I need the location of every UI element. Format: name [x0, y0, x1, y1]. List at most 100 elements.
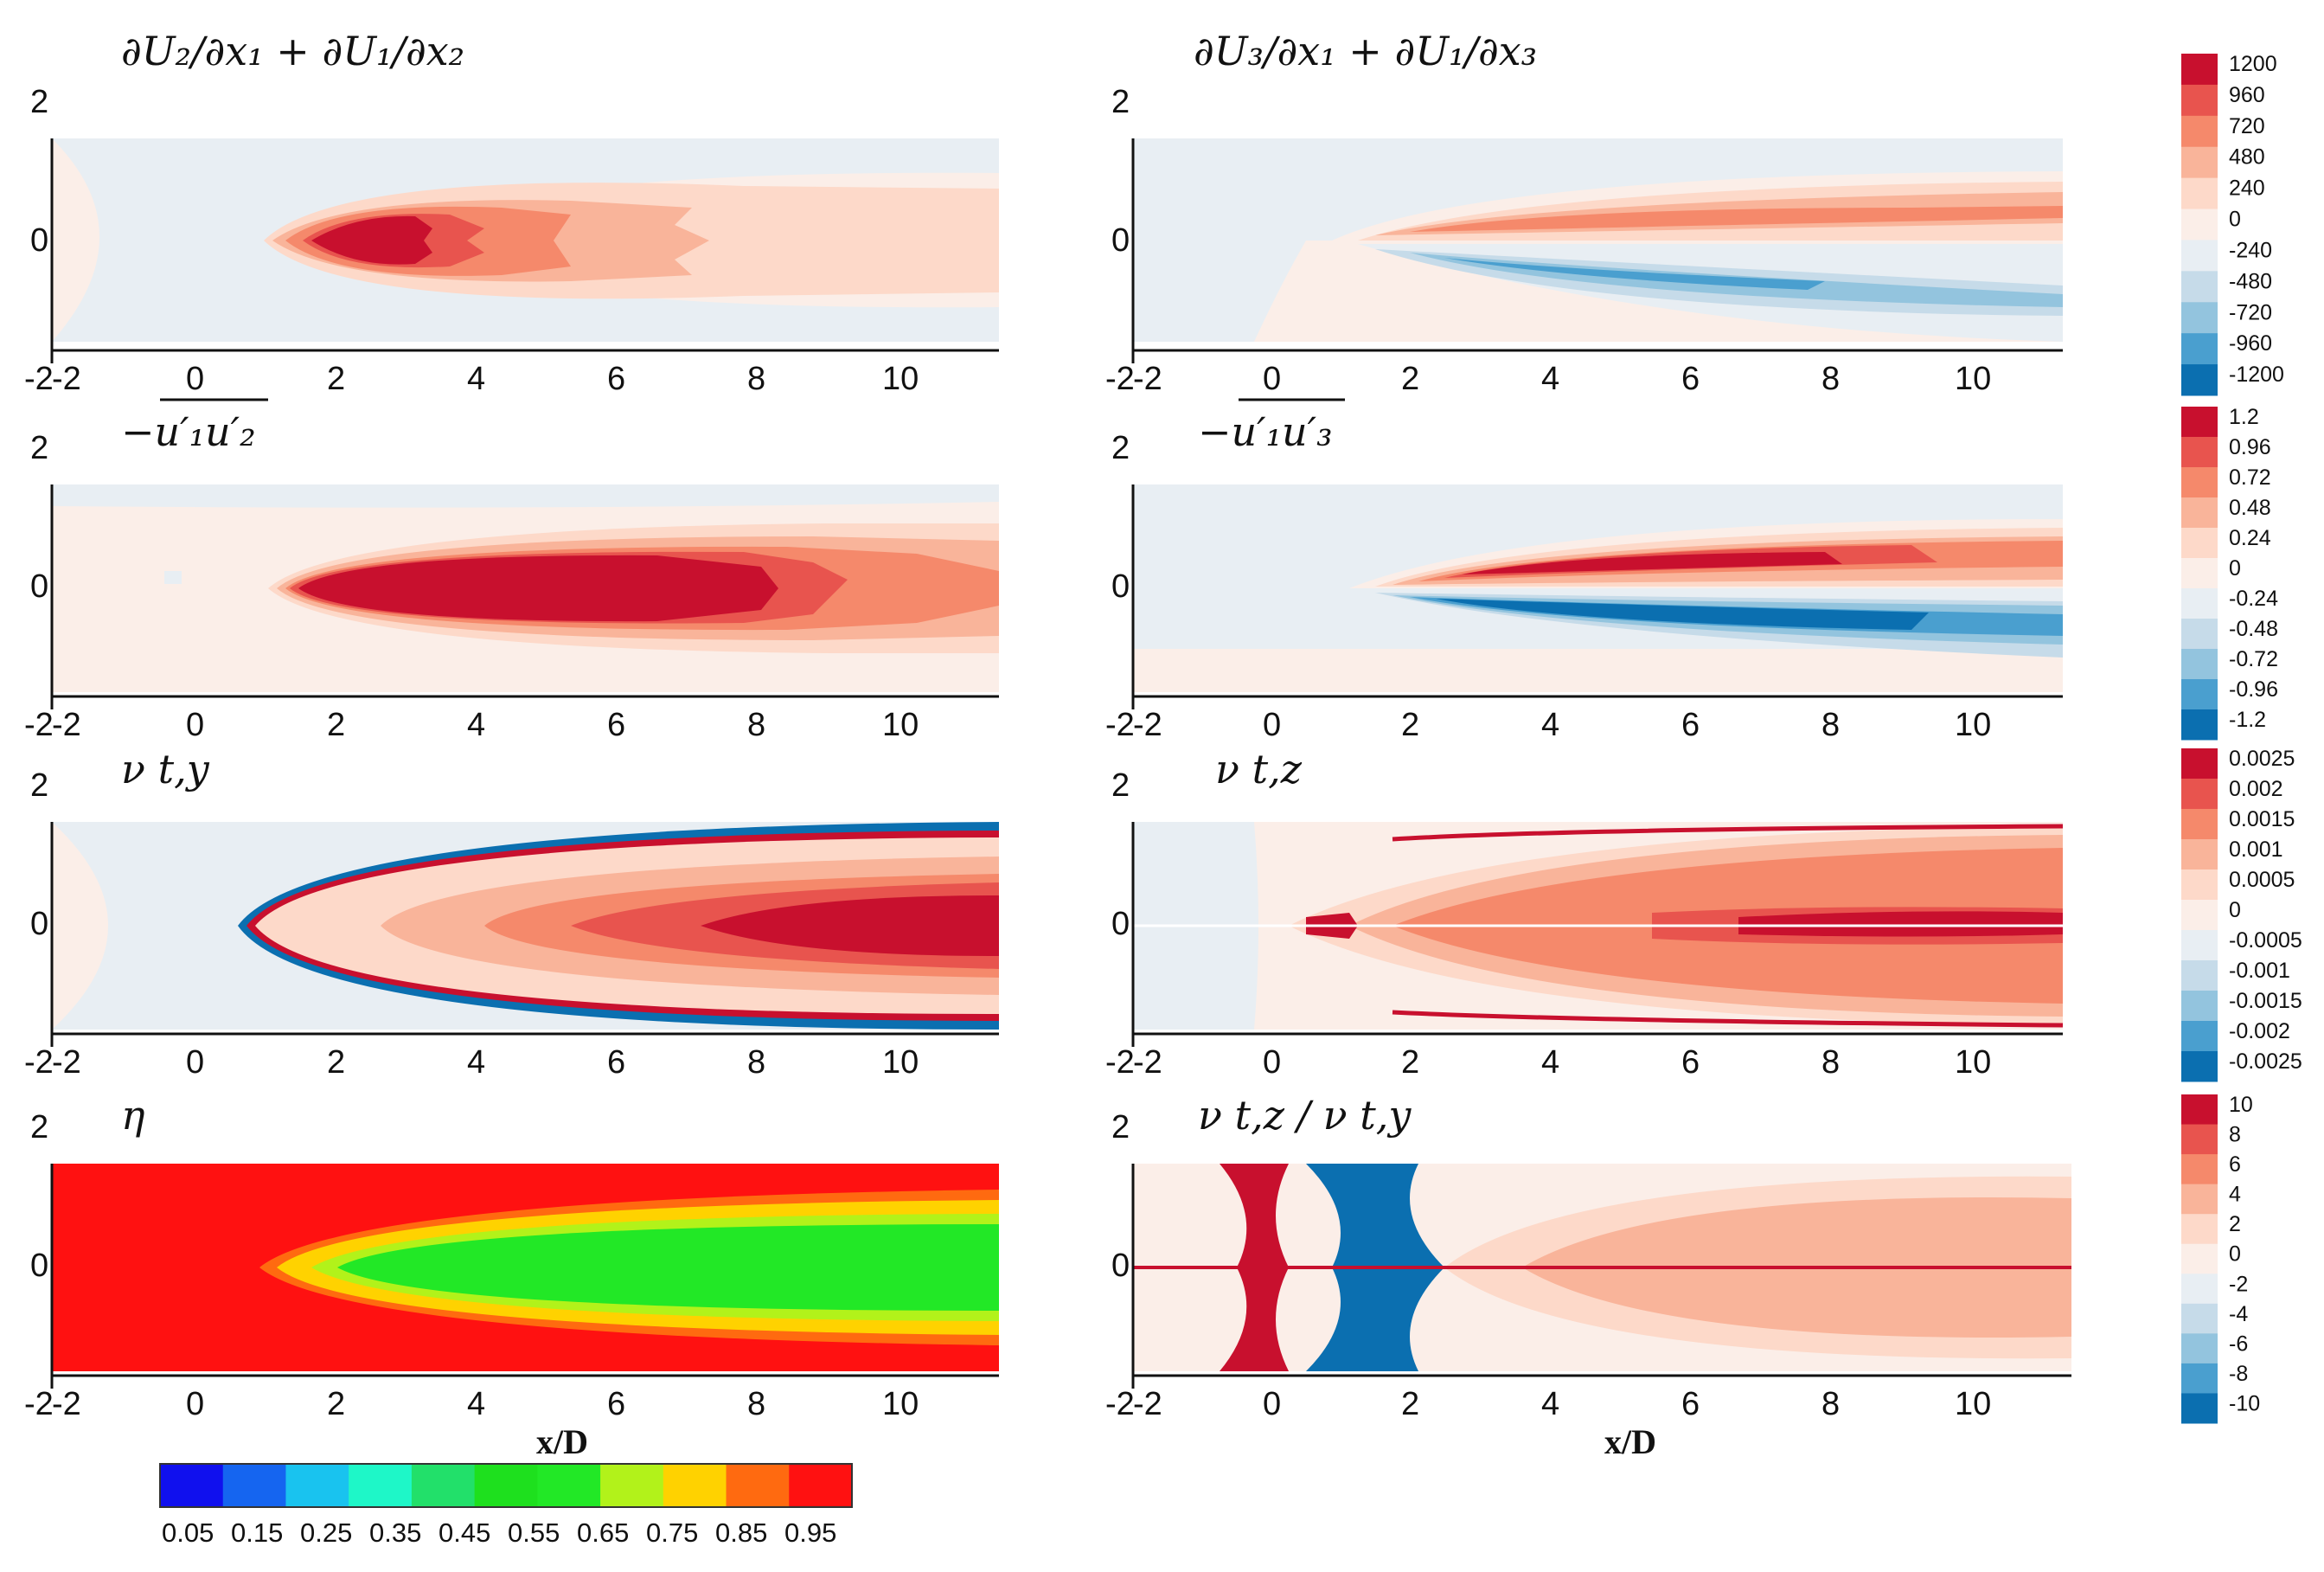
panel-3-field — [52, 484, 999, 692]
colorbar-swatch — [2181, 497, 2218, 529]
axes-panel-3: 2 0 -2 -2 0 2 4 6 8 10 — [24, 430, 999, 743]
colorbar-tick-label: 720 — [2229, 114, 2265, 138]
svg-text:0: 0 — [30, 1248, 48, 1284]
svg-text:6: 6 — [607, 707, 625, 743]
svg-text:2: 2 — [1401, 1044, 1419, 1081]
svg-text:6: 6 — [607, 361, 625, 397]
colorbar-tick-label: 0.75 — [646, 1517, 698, 1548]
colorbar-swatch — [285, 1464, 349, 1507]
colorbar-swatch — [2181, 437, 2218, 468]
panel-1-strain-u2u1: ∂U₂/∂x₁ + ∂U₁/∂x₂ — [52, 28, 999, 342]
svg-text:-2: -2 — [1133, 1386, 1162, 1422]
colorbar-swatch — [2181, 1094, 2218, 1126]
colorbar-swatch — [2181, 467, 2218, 498]
svg-text:2: 2 — [30, 84, 48, 120]
colorbar-tick-label: 2 — [2229, 1212, 2241, 1236]
colorbar-tick-label: 0.35 — [369, 1517, 421, 1548]
svg-text:10: 10 — [882, 707, 919, 743]
colorbar-tick-label: 0.0025 — [2229, 747, 2295, 771]
colorbar-cb3: 0.0025 0.002 0.0015 0.001 0.0005 0 -0.0005 -0.0… — [2181, 747, 2302, 1082]
colorbar-swatch — [2181, 619, 2218, 650]
axes-panel-1: 2 0 -2 -2 0 2 4 6 8 10 — [24, 84, 999, 397]
colorbar-tick-label: -0.24 — [2229, 587, 2278, 611]
colorbar-swatch — [2181, 709, 2218, 741]
colorbar-cb2: 1.2 0.96 0.72 0.48 0.24 0 -0.24 -0.48 -0.72 -0.96… — [2181, 405, 2278, 741]
colorbar-swatch — [600, 1464, 664, 1507]
colorbar-tick-label: 0.96 — [2229, 435, 2271, 459]
svg-text:6: 6 — [1681, 361, 1700, 397]
svg-text:0: 0 — [186, 707, 204, 743]
svg-text:0: 0 — [186, 1044, 204, 1081]
panel-7-eta: η — [52, 1092, 999, 1371]
colorbar-swatch — [2181, 1333, 2218, 1364]
panel-1-field — [52, 138, 999, 342]
panel-8-title: ν t,z / ν t,y — [1198, 1092, 1412, 1139]
colorbar-tick-label: 0.002 — [2229, 777, 2283, 801]
svg-text:0: 0 — [1111, 1248, 1130, 1284]
svg-text:4: 4 — [467, 361, 485, 397]
panel-4-title: −u′₁u′₃ — [1198, 408, 1333, 455]
colorbar-swatch — [2181, 333, 2218, 365]
colorbar-tick-label: -0.0005 — [2229, 928, 2302, 953]
colorbar-tick-label: 0.25 — [300, 1517, 352, 1548]
svg-text:-2: -2 — [1105, 1386, 1135, 1422]
svg-text:0: 0 — [186, 1386, 204, 1422]
colorbar-tick-label: 0.72 — [2229, 465, 2271, 490]
svg-text:-2: -2 — [1105, 707, 1135, 743]
axes-panel-5: 2 0 -2 -2 0 2 4 6 8 10 — [24, 767, 999, 1081]
colorbar-tick-label: 0.001 — [2229, 837, 2283, 862]
svg-text:2: 2 — [30, 1109, 48, 1145]
svg-text:10: 10 — [1955, 707, 1991, 743]
colorbar-swatch — [2181, 991, 2218, 1022]
colorbar-tick-label: 240 — [2229, 176, 2265, 201]
colorbar-swatch — [2181, 679, 2218, 710]
svg-text:-2: -2 — [1105, 1044, 1135, 1081]
colorbar-swatch — [2181, 528, 2218, 559]
colorbar-swatch — [2181, 900, 2218, 931]
colorbar-swatch — [2181, 240, 2218, 272]
panel-1-title: ∂U₂/∂x₁ + ∂U₁/∂x₂ — [121, 28, 464, 74]
colorbar-tick-label: 0.0005 — [2229, 868, 2295, 892]
colorbar-tick-label: 4 — [2229, 1183, 2241, 1207]
colorbar-tick-label: 0 — [2229, 1242, 2241, 1267]
colorbar-swatch — [2181, 1303, 2218, 1334]
colorbar-tick-label: -2 — [2229, 1272, 2248, 1296]
colorbar-swatch — [2181, 364, 2218, 396]
svg-text:0: 0 — [1263, 1044, 1281, 1081]
colorbar-swatch — [411, 1464, 476, 1507]
colorbars: 12009607204802400-240-480-720-960-12001.… — [159, 52, 2302, 1548]
panel-2-strain-u3u1: ∂U₃/∂x₁ + ∂U₁/∂x₃ — [1133, 28, 2063, 342]
panel-7-title: η — [121, 1092, 145, 1139]
svg-text:6: 6 — [1681, 1044, 1700, 1081]
colorbar-tick-label: 0.24 — [2229, 526, 2271, 550]
panel-2-field — [1133, 138, 2063, 342]
colorbar-swatch — [2181, 177, 2218, 210]
colorbar-swatch — [663, 1464, 727, 1507]
colorbar-tick-label: 6 — [2229, 1152, 2241, 1177]
panel-8-field — [1133, 1164, 2071, 1371]
svg-text:4: 4 — [467, 707, 485, 743]
axes-panel-7: 2 0 -2 -2 0 2 4 6 8 10 x/D — [24, 1109, 999, 1461]
svg-text:-2: -2 — [52, 1044, 81, 1081]
colorbar-tick-label: 0.95 — [784, 1517, 836, 1548]
colorbar-tick-label: -0.0015 — [2229, 989, 2302, 1013]
panel-3-title: −u′₁u′₂ — [121, 408, 256, 455]
svg-text:8: 8 — [747, 707, 765, 743]
svg-text:2: 2 — [30, 767, 48, 804]
axes-panel-2: 2 0 -2 -2 0 2 4 6 8 10 — [1105, 84, 2063, 397]
svg-text:4: 4 — [1541, 1386, 1559, 1422]
svg-text:2: 2 — [1111, 430, 1130, 466]
colorbar-tick-label: 0.15 — [231, 1517, 283, 1548]
svg-text:2: 2 — [1401, 707, 1419, 743]
svg-text:2: 2 — [327, 707, 345, 743]
x-axis-label-right: x/D — [1604, 1422, 1656, 1461]
colorbar-swatch — [2181, 588, 2218, 619]
svg-text:6: 6 — [607, 1386, 625, 1422]
svg-text:-2: -2 — [24, 707, 54, 743]
colorbar-swatch — [2181, 649, 2218, 680]
svg-text:8: 8 — [747, 1044, 765, 1081]
colorbar-tick-label: 1200 — [2229, 52, 2277, 76]
colorbar-cb1: 1200 960 720 480 240 0 -240 -480 -720 -960 -1200 — [2181, 52, 2284, 396]
panel-2-title: ∂U₃/∂x₁ + ∂U₁/∂x₃ — [1194, 28, 1537, 74]
panel-6-field — [1133, 822, 2063, 1030]
